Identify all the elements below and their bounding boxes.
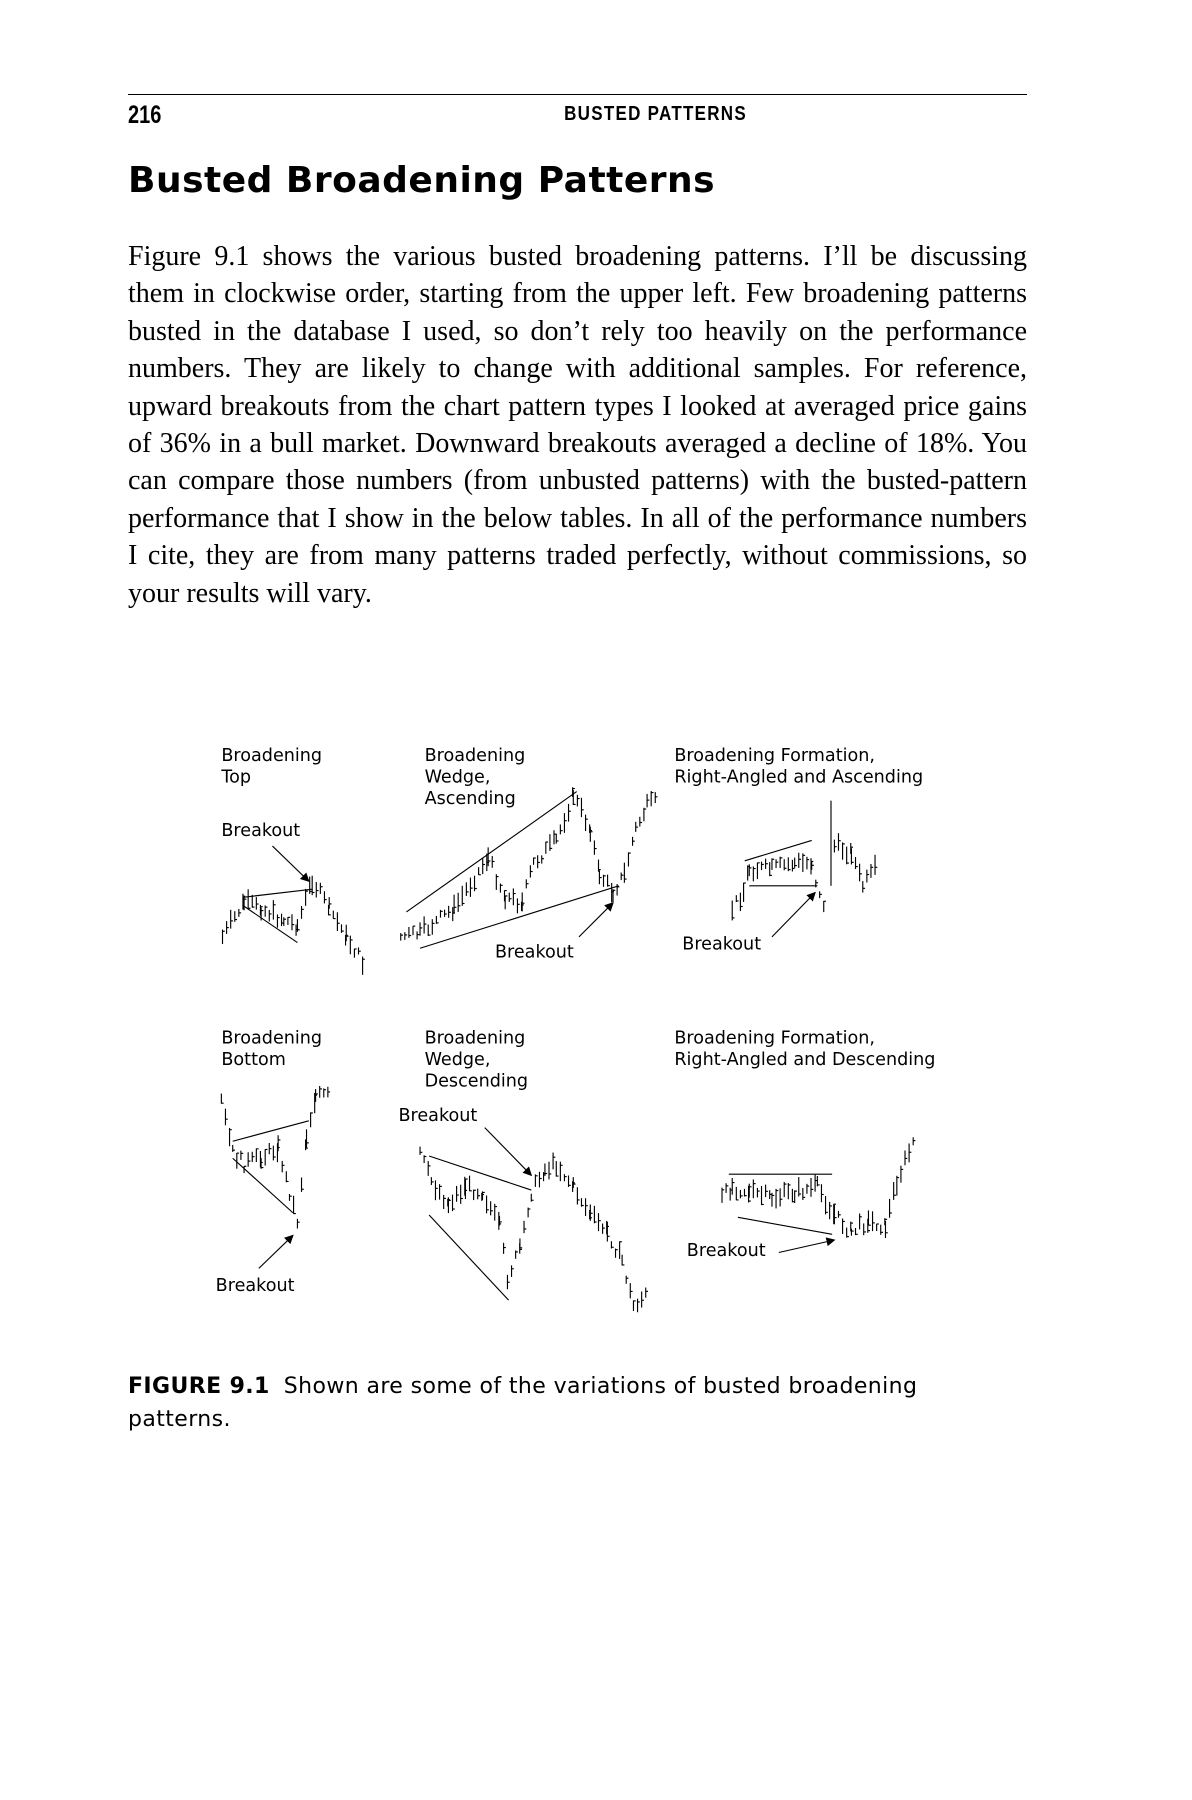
trendline bbox=[232, 1157, 294, 1214]
header-rule bbox=[128, 94, 1027, 95]
breakout-arrow bbox=[578, 902, 614, 938]
running-head: BUSTED PATTERNS bbox=[0, 103, 1192, 126]
trendline bbox=[428, 1155, 532, 1191]
panel-title: Bottom bbox=[221, 1050, 285, 1070]
trendline bbox=[244, 888, 313, 898]
panel-title: Right-Angled and Ascending bbox=[674, 768, 923, 788]
panel-title: Broadening bbox=[221, 1029, 322, 1049]
page-number: 216 bbox=[128, 101, 162, 129]
breakout-arrow bbox=[778, 1237, 836, 1254]
section-title: Busted Broadening Patterns bbox=[128, 160, 716, 201]
breakout-label: Breakout bbox=[495, 942, 574, 962]
panel-title: Ascending bbox=[425, 789, 516, 809]
panel-title: Right-Angled and Descending bbox=[674, 1050, 935, 1070]
trendline bbox=[737, 1216, 833, 1235]
breakout-label: Breakout bbox=[398, 1106, 477, 1126]
panel-title: Broadening bbox=[425, 746, 526, 766]
panel-title: Wedge, bbox=[425, 768, 491, 788]
panel-title: Broadening Formation, bbox=[674, 746, 875, 766]
panel-title: Top bbox=[220, 768, 251, 788]
panel-title: Broadening bbox=[221, 746, 322, 766]
figure-caption: FIGURE 9.1 Shown are some of the variatio… bbox=[128, 1370, 958, 1436]
trendline bbox=[232, 1120, 309, 1142]
breakout-arrow bbox=[484, 1127, 533, 1177]
breakout-label: Breakout bbox=[682, 934, 761, 954]
running-head-text: BUSTED PATTERNS bbox=[564, 103, 748, 125]
breakout-arrow bbox=[258, 1234, 294, 1269]
panel-title: Wedge, bbox=[425, 1050, 491, 1070]
caption-text: Shown are some of the variations of bust… bbox=[128, 1374, 918, 1432]
trendline bbox=[419, 885, 619, 949]
trendline bbox=[243, 905, 298, 944]
breakout-label: Breakout bbox=[216, 1276, 295, 1296]
breakout-label: Breakout bbox=[221, 821, 300, 841]
panel-title: Descending bbox=[425, 1072, 528, 1092]
breakout-label: Breakout bbox=[687, 1241, 766, 1261]
panel-title: Broadening Formation, bbox=[674, 1029, 875, 1049]
trendline bbox=[744, 839, 812, 862]
panel-title: Broadening bbox=[425, 1029, 526, 1049]
breakout-arrow bbox=[272, 845, 310, 883]
breakout-arrow bbox=[771, 891, 816, 938]
body-paragraph: Figure 9.1 shows the various busted broa… bbox=[128, 241, 1027, 609]
caption-label: FIGURE 9.1 bbox=[128, 1374, 270, 1399]
trendline bbox=[428, 1214, 510, 1301]
trendline bbox=[406, 791, 578, 913]
